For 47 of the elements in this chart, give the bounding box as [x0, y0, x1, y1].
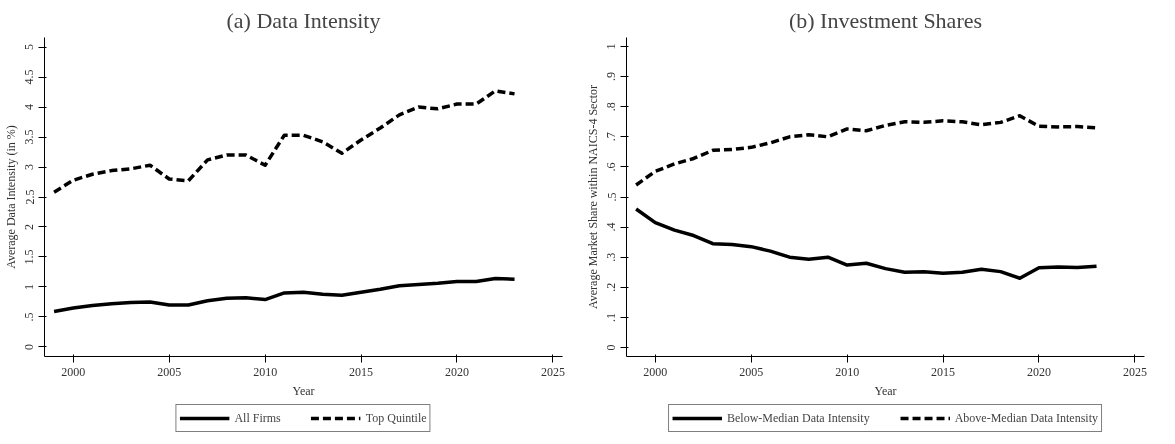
chart-title: (b) Investment Shares: [788, 7, 983, 33]
y-tick-label: 3: [22, 164, 37, 171]
x-tick-label: 2010: [835, 364, 860, 379]
y-tick-label: 1: [604, 43, 619, 50]
y-tick-label: .9: [604, 72, 619, 82]
y-tick-label: .2: [604, 282, 619, 292]
y-tick-label: 2.5: [22, 189, 37, 205]
y-tick-label: 0: [22, 343, 37, 350]
x-tick-label: 2000: [61, 364, 86, 379]
line-series: [52, 276, 517, 314]
x-tick-label: 2020: [444, 364, 469, 379]
y-tick-label: .6: [604, 162, 619, 172]
y-tick-label: .7: [604, 132, 619, 142]
x-tick-label: 2025: [1122, 364, 1147, 379]
line-series: [634, 207, 1099, 280]
y-tick-label: .4: [604, 222, 619, 232]
x-axis-title: Year: [874, 383, 897, 398]
line-series: [52, 89, 517, 194]
legend-label: Below-Median Data Intensity: [727, 410, 870, 426]
x-tick-label: 2025: [540, 364, 565, 379]
y-tick-label: 4.5: [22, 69, 37, 85]
x-tick-label: 2020: [1026, 364, 1051, 379]
y-tick-label: 4: [22, 104, 37, 111]
chart-title: (a) Data Intensity: [226, 7, 381, 33]
y-tick-label: .8: [604, 102, 619, 112]
y-tick-label: 1: [22, 283, 37, 290]
x-tick-label: 2015: [931, 364, 956, 379]
y-tick-label: .3: [604, 252, 619, 262]
x-axis-title: Year: [292, 383, 315, 398]
x-tick-label: 2005: [157, 364, 182, 379]
y-tick-label: .5: [604, 192, 619, 202]
legend-label: Above-Median Data Intensity: [954, 410, 1098, 426]
legend-label: All Firms: [234, 410, 281, 426]
y-tick-label: .1: [604, 312, 619, 322]
y-axis-title: Average Data Intensity (in %): [3, 125, 18, 269]
x-tick-label: 2005: [739, 364, 764, 379]
x-tick-label: 2000: [643, 364, 668, 379]
x-tick-label: 2015: [349, 364, 374, 379]
y-tick-label: .5: [22, 312, 37, 322]
y-tick-label: 3.5: [22, 129, 37, 145]
x-tick-label: 2010: [253, 364, 278, 379]
y-tick-label: 1.5: [22, 249, 37, 265]
y-axis-title: Average Market Share within NAICS-4 Sector: [585, 84, 600, 310]
y-tick-label: 5: [22, 44, 37, 51]
legend-label: Top Quintile: [365, 410, 427, 426]
y-tick-label: 0: [604, 344, 619, 351]
y-tick-label: 2: [22, 223, 37, 230]
